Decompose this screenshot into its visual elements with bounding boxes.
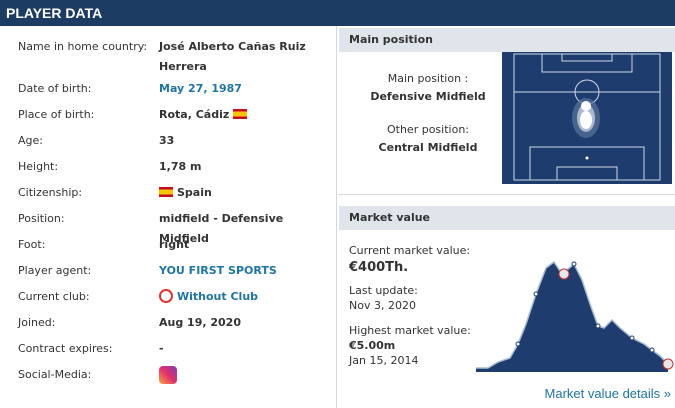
value-text: right xyxy=(159,238,190,251)
value-text: Aug 19, 2020 xyxy=(159,316,241,329)
update-label: Last update: xyxy=(349,284,418,297)
current-value: €400Th. xyxy=(349,260,409,275)
row-label: Position: xyxy=(18,212,65,225)
highest-value: €5.00m xyxy=(349,339,396,352)
separator xyxy=(338,194,675,195)
date-link[interactable]: May 27, 1987 xyxy=(159,79,329,99)
header-bar: PLAYER DATA xyxy=(0,0,675,26)
row-value xyxy=(159,365,329,391)
value-text: 33 xyxy=(159,134,175,147)
row-label: Social-Media: xyxy=(18,368,92,381)
highest-label: Highest market value: xyxy=(349,324,471,337)
value-text: - xyxy=(159,342,164,355)
row-label: Place of birth: xyxy=(18,108,95,121)
row-value: José Alberto Cañas Ruiz Herrera xyxy=(159,37,329,77)
club-icon xyxy=(159,289,173,303)
instagram-icon[interactable] xyxy=(159,366,177,384)
row-label: Current club: xyxy=(18,290,90,303)
value-text[interactable]: Without Club xyxy=(177,290,259,303)
row-label: Date of birth: xyxy=(18,82,92,95)
row-value: midfield - Defensive Midfield xyxy=(159,209,329,249)
value-text: Spain xyxy=(177,186,212,199)
market-value-link[interactable]: Market value details » xyxy=(544,386,671,401)
row-label: Contract expires: xyxy=(18,342,113,355)
header-title: PLAYER DATA xyxy=(6,5,103,21)
pitch xyxy=(502,52,672,184)
flag-icon xyxy=(233,109,248,119)
agent-link[interactable]: YOU FIRST SPORTS xyxy=(159,261,329,281)
row-label: Age: xyxy=(18,134,43,147)
highest-date: Jan 15, 2014 xyxy=(349,354,419,367)
row-value: - xyxy=(159,339,329,359)
row-value: 1,78 m xyxy=(159,157,329,177)
main-position-label: Main position : xyxy=(387,72,469,85)
value-text[interactable]: May 27, 1987 xyxy=(159,82,242,95)
value-text: 1,78 m xyxy=(159,160,202,173)
other-position-label: Other position: xyxy=(386,123,469,136)
main-position-header: Main position xyxy=(339,28,675,52)
market-sparkline xyxy=(476,260,674,372)
row-value: Rota, Cádiz xyxy=(159,105,329,125)
row-label: Joined: xyxy=(18,316,56,329)
row-value: Spain xyxy=(159,183,329,203)
current-label: Current market value: xyxy=(349,244,471,257)
row-label: Foot: xyxy=(18,238,46,251)
row-label: Height: xyxy=(18,160,59,173)
club-link[interactable]: Without Club xyxy=(159,287,329,307)
row-value: Aug 19, 2020 xyxy=(159,313,329,333)
value-text: José Alberto Cañas Ruiz Herrera xyxy=(159,40,306,73)
update-value: Nov 3, 2020 xyxy=(349,299,416,312)
value-text[interactable]: YOU FIRST SPORTS xyxy=(159,264,277,277)
value-text: midfield - Defensive Midfield xyxy=(159,212,284,245)
market-value-header: Market value xyxy=(339,206,675,230)
row-value: 33 xyxy=(159,131,329,151)
other-position-value: Central Midfield xyxy=(378,141,478,154)
flag-icon xyxy=(159,187,173,197)
row-label: Name in home country: xyxy=(18,40,148,53)
row-label: Player agent: xyxy=(18,264,92,277)
row-value: right xyxy=(159,235,329,255)
divider xyxy=(336,26,337,408)
row-label: Citizenship: xyxy=(18,186,83,199)
value-text: Rota, Cádiz xyxy=(159,108,230,121)
main-position-value: Defensive Midfield xyxy=(370,90,486,103)
